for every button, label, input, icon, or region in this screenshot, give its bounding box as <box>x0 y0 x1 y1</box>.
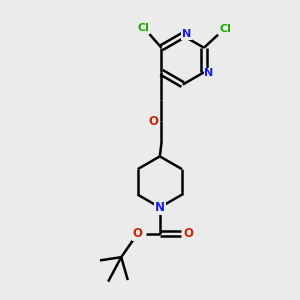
Text: N: N <box>182 29 191 39</box>
Text: O: O <box>183 227 193 240</box>
Text: O: O <box>148 115 158 128</box>
Text: Cl: Cl <box>219 24 231 34</box>
Text: O: O <box>133 227 142 240</box>
Text: N: N <box>155 201 165 214</box>
Text: Cl: Cl <box>137 23 149 33</box>
Text: N: N <box>204 68 214 78</box>
